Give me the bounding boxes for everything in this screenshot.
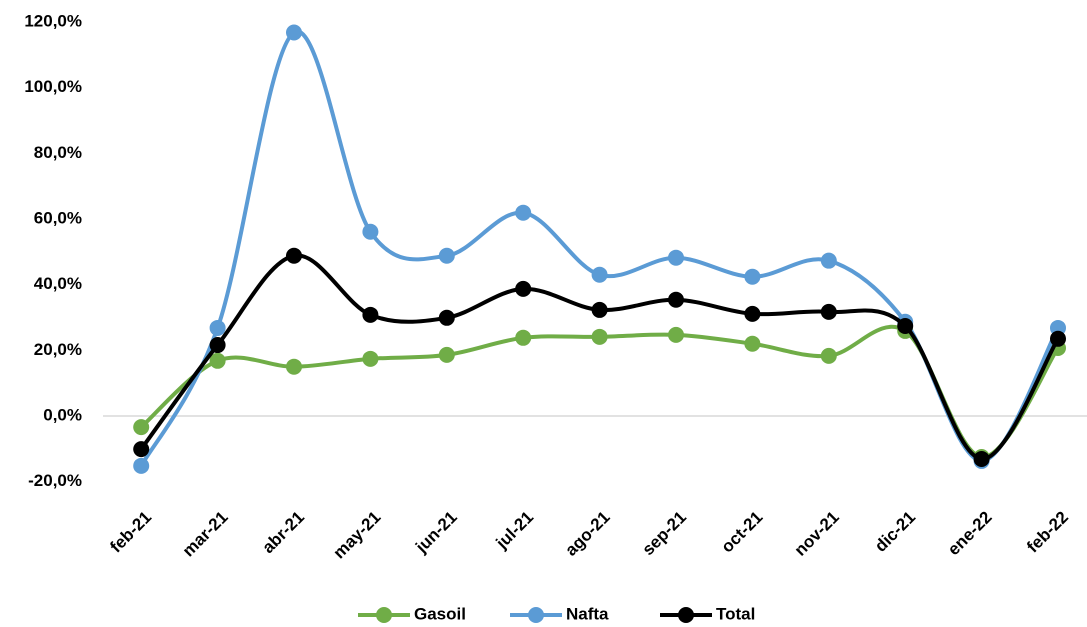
legend-marker bbox=[376, 607, 392, 623]
x-tick-label: nov-21 bbox=[791, 508, 843, 560]
y-tick-label: 120,0% bbox=[24, 11, 82, 30]
data-point bbox=[515, 329, 532, 346]
series-line bbox=[139, 253, 1060, 461]
x-tick-label: oct-21 bbox=[718, 508, 767, 557]
legend-label: Total bbox=[716, 604, 755, 623]
data-point bbox=[133, 441, 150, 458]
x-tick-label: jul-21 bbox=[492, 508, 538, 554]
data-point bbox=[362, 350, 379, 367]
data-point bbox=[438, 309, 455, 326]
legend-marker bbox=[678, 607, 694, 623]
data-point bbox=[591, 328, 608, 345]
data-point bbox=[286, 247, 302, 264]
legend-label: Gasoil bbox=[414, 604, 466, 623]
legend-item: Total bbox=[660, 604, 755, 623]
x-tick-label: ene-22 bbox=[944, 508, 996, 560]
x-tick-label: feb-21 bbox=[106, 508, 155, 557]
y-tick-label: -20,0% bbox=[28, 471, 82, 490]
y-tick-label: 20,0% bbox=[34, 340, 82, 359]
y-tick-label: 100,0% bbox=[24, 77, 82, 96]
data-point bbox=[897, 317, 914, 334]
x-tick-label: feb-22 bbox=[1023, 508, 1072, 557]
series-line bbox=[139, 29, 1060, 467]
data-point bbox=[668, 291, 684, 308]
x-tick-label: ago-21 bbox=[561, 508, 613, 560]
data-point bbox=[744, 305, 761, 322]
data-point bbox=[820, 252, 837, 269]
legend-label: Nafta bbox=[566, 604, 609, 623]
data-point bbox=[362, 306, 379, 323]
data-point bbox=[515, 204, 532, 221]
data-point bbox=[133, 457, 150, 474]
data-point bbox=[820, 303, 837, 320]
x-tick-label: may-21 bbox=[330, 508, 385, 563]
data-point bbox=[209, 352, 226, 369]
data-point bbox=[209, 319, 226, 336]
data-point bbox=[286, 24, 302, 41]
data-point bbox=[286, 358, 302, 375]
y-tick-label: 40,0% bbox=[34, 274, 82, 293]
data-point bbox=[438, 247, 455, 264]
legend-item: Gasoil bbox=[358, 604, 466, 623]
legend-item: Nafta bbox=[510, 604, 609, 623]
y-tick-label: 60,0% bbox=[34, 208, 82, 227]
y-tick-label: 80,0% bbox=[34, 143, 82, 162]
legend-marker bbox=[528, 607, 544, 623]
data-point bbox=[591, 266, 608, 283]
x-tick-label: sep-21 bbox=[638, 508, 690, 560]
x-tick-label: mar-21 bbox=[179, 508, 232, 561]
data-point bbox=[668, 326, 684, 343]
x-tick-label: jun-21 bbox=[411, 508, 461, 558]
data-point bbox=[362, 223, 379, 240]
data-point bbox=[973, 450, 990, 467]
data-point bbox=[438, 346, 455, 363]
data-point bbox=[515, 280, 532, 297]
data-point bbox=[1050, 330, 1066, 347]
data-point bbox=[591, 301, 608, 318]
data-point bbox=[668, 249, 684, 266]
data-point bbox=[209, 337, 226, 354]
data-point bbox=[744, 268, 761, 285]
data-point bbox=[820, 347, 837, 364]
data-point bbox=[744, 335, 761, 352]
y-tick-label: 0,0% bbox=[43, 405, 82, 424]
x-tick-label: dic-21 bbox=[871, 508, 919, 556]
data-point bbox=[133, 419, 150, 436]
x-tick-label: abr-21 bbox=[258, 508, 308, 558]
